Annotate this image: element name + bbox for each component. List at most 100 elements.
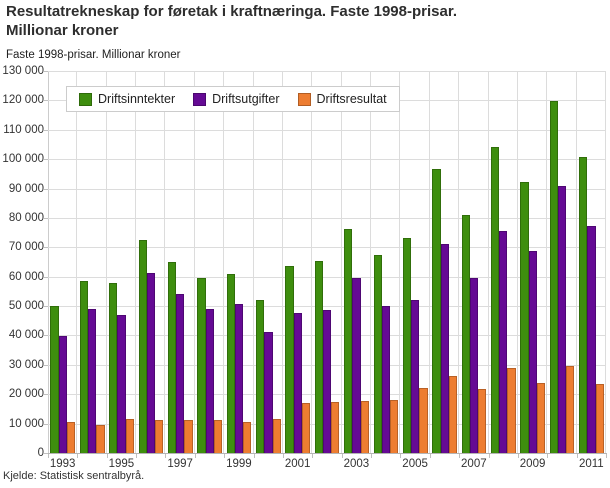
bar-driftsutgifter-1995 [117,314,126,453]
bar-driftsinntekter-1997 [167,262,177,453]
y-axis-tick [44,247,48,249]
bar-driftsutgifter-2005 [411,299,420,453]
bar-driftsresultat-1997 [184,420,193,453]
x-axis-tick [606,454,607,458]
legend-label: Driftsinntekter [98,92,176,106]
x-axis-tick [341,454,343,458]
y-axis-tick-label: 0 [37,447,44,459]
y-axis-tick [44,100,48,102]
x-axis-tick [194,454,196,458]
gridline-vertical [487,71,489,453]
bar-driftsutgifter-2008 [499,230,508,453]
legend-label: Driftsutgifter [212,92,280,106]
legend-label: Driftsresultat [316,92,387,106]
y-axis-tick-label: 60 000 [8,270,44,283]
source-note: Kjelde: Statistisk sentralbyrå. [3,470,145,482]
x-axis-tick-label: 2011 [578,458,604,470]
chart-subtitle: Faste 1998-prisar. Millionar kroner [6,49,181,61]
bar-driftsinntekter-2010 [549,100,558,453]
x-axis-line [48,453,607,454]
y-axis-tick [44,423,48,425]
x-axis-tick [312,454,314,458]
bar-driftsutgifter-1994 [88,309,97,453]
bar-driftsinntekter-2006 [432,169,441,453]
bar-driftsresultat-2002 [331,401,340,453]
bar-driftsresultat-1996 [155,419,164,453]
bar-driftsresultat-2009 [536,383,546,453]
y-axis-tick-label: 70 000 [8,241,44,254]
gridline-vertical [605,71,606,453]
x-axis-tick [400,454,402,458]
x-axis-tick-label: 2003 [343,458,370,470]
x-axis-tick [48,454,49,458]
y-axis-tick-label: 30 000 [8,358,44,371]
x-axis-tick-label: 2001 [284,458,311,470]
x-axis-tick [576,454,578,458]
bar-driftsutgifter-2010 [557,186,567,453]
bar-driftsutgifter-2009 [528,250,537,453]
gridline-vertical [370,71,372,453]
x-axis-tick-label: 1997 [167,458,193,470]
bar-driftsinntekter-1996 [138,239,147,453]
bar-driftsutgifter-1993 [58,335,67,453]
gridline-vertical [76,71,78,453]
x-axis-tick [77,454,79,458]
bar-driftsutgifter-2002 [323,310,332,453]
x-axis-tick-label: 1993 [49,458,76,470]
y-axis-tick [44,364,48,366]
gridline-horizontal [48,247,606,249]
bar-driftsinntekter-1995 [109,283,118,453]
gridline-vertical [252,71,254,453]
bar-driftsutgifter-1998 [205,309,214,453]
bar-driftsinntekter-2002 [314,260,324,453]
x-axis-tick-label: 1999 [226,458,252,470]
x-axis-tick [517,454,519,458]
y-axis-tick-label: 130 000 [2,65,44,77]
bar-driftsutgifter-2001 [293,313,302,453]
gridline-vertical [516,71,518,453]
x-axis-tick [165,454,167,458]
y-axis-tick-label: 20 000 [8,388,44,401]
gridline-horizontal [48,276,606,278]
x-axis-tick [282,454,284,458]
x-axis-tick [459,454,461,458]
y-axis-tick [44,159,48,161]
gridline-vertical [135,71,137,453]
gridline-horizontal [48,188,606,190]
bar-driftsresultat-1998 [213,420,222,453]
y-axis-tick [44,453,48,454]
bar-driftsresultat-2008 [507,367,516,453]
x-axis-tick [253,454,255,458]
gridline-horizontal [48,159,606,161]
x-axis-tick [136,454,138,458]
x-axis-tick [547,454,549,458]
y-axis-tick-label: 80 000 [8,211,44,224]
bar-driftsinntekter-1998 [197,278,206,453]
x-axis-tick [224,454,226,458]
bar-driftsinntekter-2009 [520,182,529,453]
y-axis-tick [44,306,48,308]
x-axis-tick-label: 2005 [402,458,428,470]
legend-item-driftsutgifter: Driftsutgifter [193,92,280,106]
gridline-horizontal [48,217,606,219]
bar-driftsinntekter-2000 [256,299,265,453]
y-axis-tick-label: 90 000 [8,182,44,195]
y-axis-tick [44,394,48,396]
gridline-vertical [340,71,342,453]
y-axis-tick [44,71,48,72]
y-axis-tick-label: 120 000 [2,94,44,107]
bar-driftsresultat-2010 [566,366,575,453]
chart-title: Resultatrekneskap for føretak i kraftnær… [6,2,457,40]
gridline-vertical [399,71,401,453]
bar-driftsutgifter-2006 [440,243,449,453]
y-axis-tick-label: 40 000 [8,329,44,342]
bar-driftsresultat-1999 [243,422,252,453]
bar-driftsresultat-2003 [360,401,369,453]
y-axis-line [48,71,49,453]
gridline-horizontal [48,306,606,308]
x-axis-tick-label: 1995 [108,458,135,470]
bar-driftsutgifter-1999 [234,303,244,453]
bar-driftsresultat-2005 [419,388,428,453]
bar-driftsinntekter-2011 [579,157,588,453]
